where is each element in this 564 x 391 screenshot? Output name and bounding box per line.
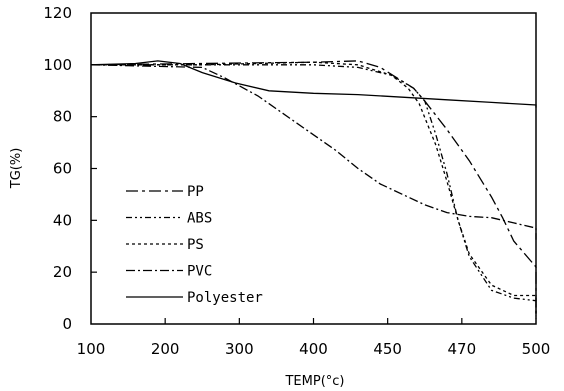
x-tick-label: 400 [299, 340, 328, 358]
x-axis-title: TEMP(°c) [284, 374, 344, 389]
y-axis-title: TG(%) [9, 148, 24, 190]
y-tick-label: 40 [53, 211, 72, 229]
series-lines [90, 60, 537, 319]
series-line-polyester [90, 60, 537, 108]
y-tick-label: 60 [53, 160, 72, 178]
legend-label-polyester: Polyester [187, 290, 263, 306]
y-tick-label: 100 [43, 56, 72, 74]
x-tick-label: 100 [77, 340, 106, 358]
series-line-ps [91, 61, 537, 317]
axis-ticks [91, 64, 463, 324]
plot-frame [90, 12, 537, 325]
y-tick-label: 120 [43, 4, 72, 22]
x-tick-label: 470 [448, 340, 477, 358]
legend-label-pp: PP [187, 184, 204, 200]
legend-label-pvc: PVC [187, 264, 212, 280]
y-tick-label: 20 [53, 263, 72, 281]
y-tick-label: 0 [62, 315, 72, 333]
legend-label-abs: ABS [187, 211, 212, 227]
series-line-abs [91, 64, 537, 317]
legend-label-ps: PS [187, 237, 204, 253]
legend: PP ABS PS PVC Polyester [126, 184, 263, 306]
series-line-pp [90, 60, 537, 319]
x-tick-label: 500 [522, 340, 551, 358]
x-tick-label: 300 [225, 340, 254, 358]
tick-labels: 0 20 40 60 80 100 120 100 200 300 400 450 470 500 [43, 4, 550, 358]
x-tick-label: 200 [151, 340, 180, 358]
series-line-pvc [90, 64, 537, 240]
y-tick-label: 80 [53, 108, 72, 126]
x-tick-label: 450 [373, 340, 402, 358]
